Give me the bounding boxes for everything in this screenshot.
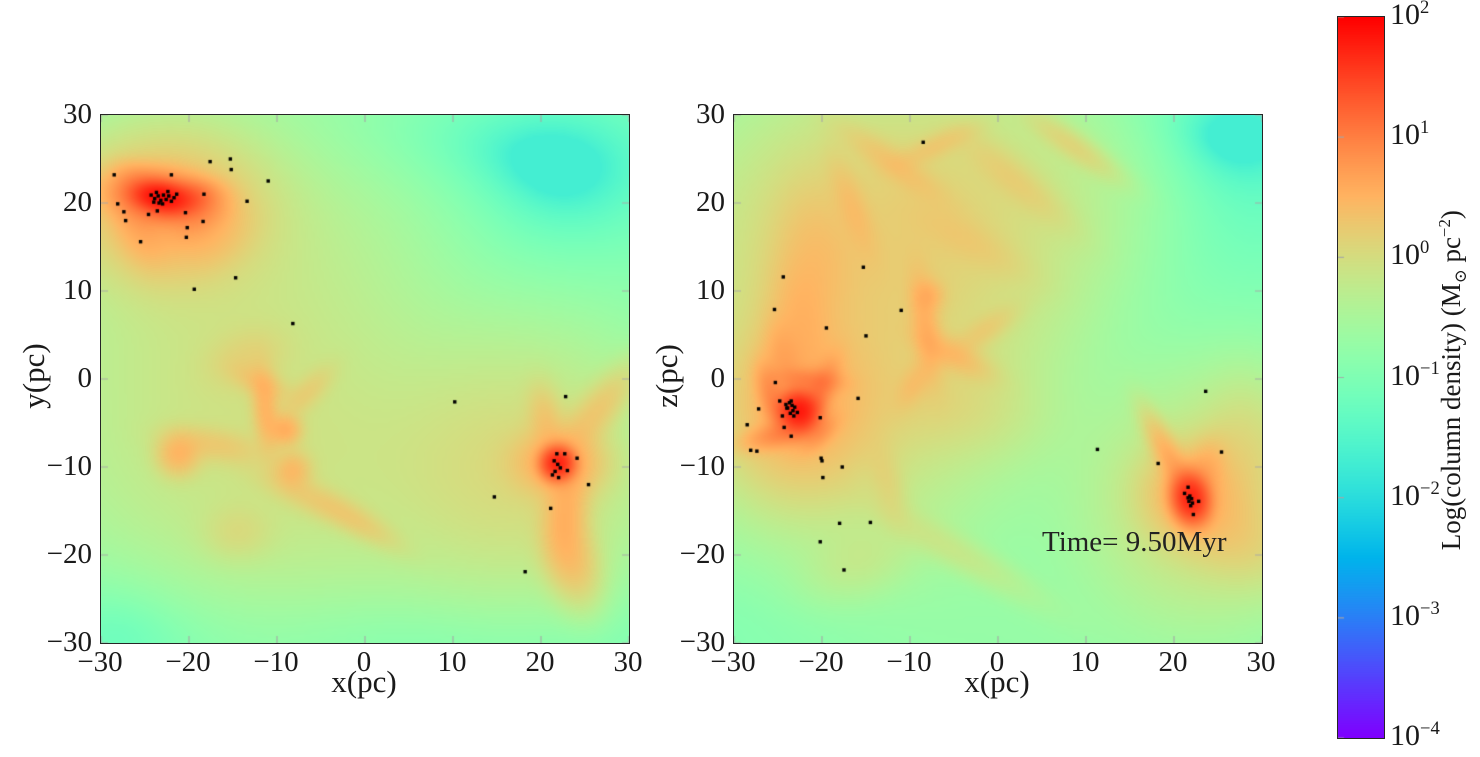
y-tick-label: 0 — [77, 362, 93, 394]
x-tick-label: −30 — [77, 646, 123, 678]
y-tick-label: −20 — [679, 538, 725, 570]
x-tick-label: −10 — [886, 646, 932, 678]
panel-xz-projection: Time= 9.50Myr — [733, 114, 1263, 644]
x-axis-label-left: x(pc) — [331, 664, 397, 699]
x-tick-label: −30 — [710, 646, 756, 678]
colorbar-tick-label: 10−4 — [1390, 718, 1440, 752]
colorbar-tick-label: 10−3 — [1390, 597, 1440, 632]
x-axis-label-right: x(pc) — [964, 664, 1030, 699]
colorbar-tick-label: 102 — [1390, 0, 1430, 31]
y-tick-label: 30 — [63, 98, 92, 130]
x-tick-label: 10 — [1070, 646, 1100, 678]
x-tick-label: 30 — [1246, 646, 1276, 678]
colorbar — [1337, 16, 1385, 739]
x-tick-label: −20 — [798, 646, 844, 678]
x-tick-label: 20 — [1158, 646, 1188, 678]
y-tick-label: 0 — [710, 362, 726, 394]
x-tick-label: 30 — [613, 646, 643, 678]
x-tick-label: 10 — [437, 646, 467, 678]
x-tick-label: 0 — [356, 646, 372, 678]
y-tick-label: 30 — [696, 98, 725, 130]
y-tick-label: −10 — [679, 450, 725, 482]
y-tick-label: 10 — [696, 274, 725, 306]
colorbar-label: Log(column density) (M⊙ pc−2) — [1434, 210, 1471, 551]
colorbar-tick-label: 101 — [1390, 117, 1430, 152]
density-map-xy — [101, 115, 629, 643]
colorbar-tick-label: 10−1 — [1390, 357, 1440, 392]
colorbar-tick-label: 100 — [1390, 237, 1430, 272]
y-tick-label: −10 — [46, 450, 92, 482]
density-map-xz — [734, 115, 1262, 643]
y-tick-label: 20 — [63, 186, 92, 218]
y-tick-label: −20 — [46, 538, 92, 570]
x-tick-label: 20 — [525, 646, 555, 678]
x-tick-label: 0 — [989, 646, 1005, 678]
colorbar-tick-label: 10−2 — [1390, 477, 1440, 512]
y-tick-label: 20 — [696, 186, 725, 218]
y-tick-label: −30 — [46, 626, 92, 658]
x-tick-label: −20 — [165, 646, 211, 678]
y-tick-label: 10 — [63, 274, 92, 306]
panel-xy-projection — [100, 114, 630, 644]
y-tick-label: −30 — [679, 626, 725, 658]
time-annotation: Time= 9.50Myr — [1042, 525, 1227, 558]
x-tick-label: −10 — [253, 646, 299, 678]
